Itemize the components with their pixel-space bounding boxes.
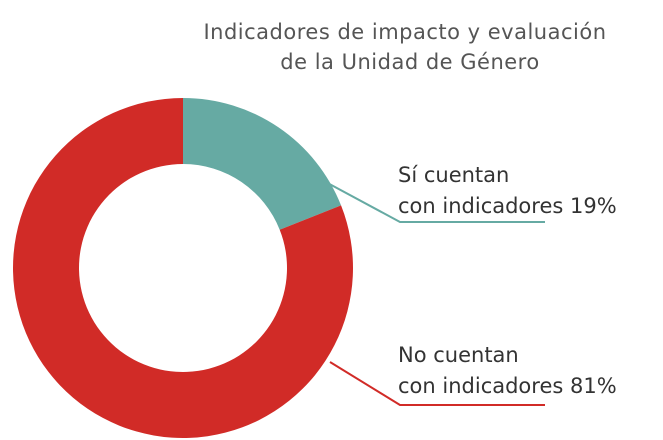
leader-line <box>321 179 545 223</box>
slice-label: con indicadores <box>398 194 563 218</box>
slice-label: con indicadores 81% <box>398 374 617 398</box>
donut-slice <box>183 98 342 230</box>
value-label: 81% <box>570 374 617 398</box>
slice-label: No cuentan <box>398 343 519 367</box>
slice-label: con indicadores <box>398 374 563 398</box>
donut-slice <box>13 98 354 438</box>
chart-title: de la Unidad de Género <box>280 50 539 74</box>
chart-title: Indicadores de impacto y evaluación <box>203 20 606 44</box>
leader-line <box>329 361 545 406</box>
slice-label: Sí cuentan <box>398 163 509 187</box>
slice-label: con indicadores 19% <box>398 194 617 218</box>
value-label: 19% <box>570 194 617 218</box>
